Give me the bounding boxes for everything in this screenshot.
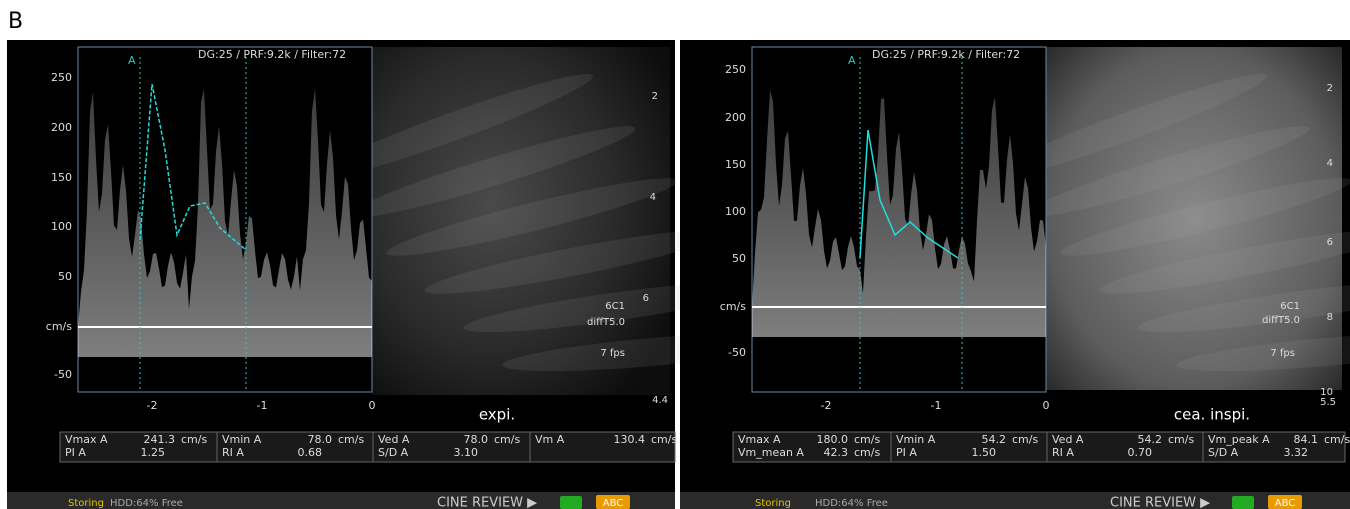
status-storing: Storing	[68, 498, 104, 509]
cell-value: 130.4	[614, 433, 646, 446]
depth-label: 2	[1327, 83, 1333, 94]
depth-label: 4.4	[652, 395, 668, 406]
y-label: 100	[725, 205, 746, 218]
cell-label: Vmax A	[65, 433, 108, 446]
cell-value: 78.0	[464, 433, 489, 446]
y-label: -50	[54, 368, 72, 381]
cell-value: 0.70	[1128, 446, 1153, 459]
x-label: -2	[147, 399, 158, 412]
depth-label: 7 fps	[600, 348, 625, 359]
cell-label: Vmin A	[222, 433, 262, 446]
cell-label: PI A	[896, 446, 917, 459]
cell-label: Ved A	[1052, 433, 1084, 446]
y-label: 200	[51, 121, 72, 134]
y-label: 50	[58, 270, 72, 283]
status-abc: ABC	[1275, 498, 1296, 509]
cell-value: 54.2	[1138, 433, 1163, 446]
cell-unit: cm/s	[1012, 433, 1038, 446]
cell-value: 42.3	[824, 446, 849, 459]
x-label: -2	[821, 399, 832, 412]
header: DG:25 / PRF:9.2k / Filter:72	[872, 48, 1020, 61]
cell-unit: cm/s	[651, 433, 677, 446]
cell-label: Vmin A	[896, 433, 936, 446]
y-label: 100	[51, 220, 72, 233]
status-mode: CINE REVIEW ▶	[1110, 496, 1210, 509]
cell-unit: cm/s	[494, 433, 520, 446]
y-label: 250	[51, 71, 72, 84]
cell-label: Vm_mean A	[738, 446, 804, 459]
cell-unit: cm/s	[1324, 433, 1350, 446]
y-label: 200	[725, 111, 746, 124]
cell-value: 0.68	[298, 446, 323, 459]
cell-unit: cm/s	[854, 433, 880, 446]
depth-label: diffT5.0	[1262, 315, 1300, 326]
depth-label: 8	[1327, 312, 1333, 323]
y-label: 150	[51, 171, 72, 184]
marker: A	[128, 54, 136, 67]
depth-label: diffT5.0	[587, 317, 625, 328]
depth-label: 4	[650, 192, 656, 203]
caption: cea. inspi.	[1174, 406, 1250, 424]
status-disk: HDD:64% Free	[815, 498, 888, 509]
cell-value: 3.10	[454, 446, 479, 459]
depth-label: 6	[643, 293, 649, 304]
y-label: 50	[732, 252, 746, 265]
header: DG:25 / PRF:9.2k / Filter:72	[198, 48, 346, 61]
x-label: 0	[1043, 399, 1050, 412]
depth-label: 2	[652, 91, 658, 102]
y-label: cm/s	[46, 320, 72, 333]
icon-green	[560, 496, 582, 509]
cell-unit: cm/s	[1168, 433, 1194, 446]
cell-label: S/D A	[1208, 446, 1239, 459]
y-label: 150	[725, 158, 746, 171]
status-mode: CINE REVIEW ▶	[437, 496, 537, 509]
cell-label: Vm A	[535, 433, 565, 446]
cell-unit: cm/s	[854, 446, 880, 459]
cell-label: Vmax A	[738, 433, 781, 446]
depth-label: 6C1	[605, 301, 625, 312]
cell-label: PI A	[65, 446, 86, 459]
cell-value: 78.0	[308, 433, 333, 446]
cell-label: Ved A	[378, 433, 410, 446]
cell-label: RI A	[1052, 446, 1074, 459]
status-storing: Storing	[755, 498, 791, 509]
figure: B DG:25 / PRF:9.2k / Filter:72A250200150…	[0, 0, 1350, 509]
y-label: 250	[725, 63, 746, 76]
x-label: -1	[931, 399, 942, 412]
depth-label: 5.5	[1320, 397, 1336, 408]
cell-value: 1.25	[141, 446, 166, 459]
depth-label: 6	[1327, 237, 1333, 248]
cell-value: 54.2	[982, 433, 1007, 446]
y-label: -50	[728, 346, 746, 359]
depth-label: 4	[1327, 158, 1333, 169]
depth-label: 7 fps	[1270, 348, 1295, 359]
caption: expi.	[479, 406, 515, 424]
cell-value: 84.1	[1294, 433, 1319, 446]
cell-label: S/D A	[378, 446, 409, 459]
cell-value: 3.32	[1284, 446, 1309, 459]
cell-value: 241.3	[144, 433, 176, 446]
y-label: cm/s	[720, 300, 746, 313]
cell-value: 1.50	[972, 446, 997, 459]
cell-label: RI A	[222, 446, 244, 459]
cell-unit: cm/s	[181, 433, 207, 446]
status-abc: ABC	[603, 498, 624, 509]
cell-value: 180.0	[817, 433, 849, 446]
marker: A	[848, 54, 856, 67]
depth-label: 6C1	[1280, 301, 1300, 312]
figure-label: B	[8, 9, 23, 34]
cell-label: Vm_peak A	[1208, 433, 1270, 446]
x-label: 0	[369, 399, 376, 412]
status-disk: HDD:64% Free	[110, 498, 183, 509]
x-label: -1	[257, 399, 268, 412]
icon-green	[1232, 496, 1254, 509]
cell-unit: cm/s	[338, 433, 364, 446]
